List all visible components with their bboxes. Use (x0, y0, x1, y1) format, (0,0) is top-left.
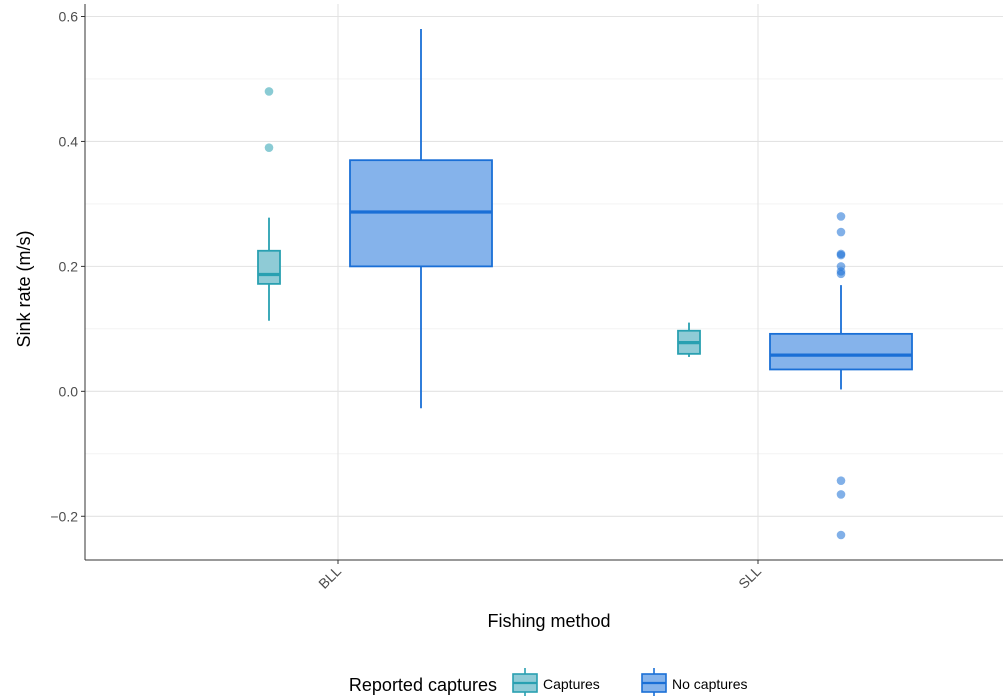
y-axis-title: Sink rate (m/s) (14, 230, 34, 347)
outlier-point (836, 490, 846, 499)
outlier-point (836, 530, 846, 540)
x-axis-title: Fishing method (487, 611, 610, 631)
box-no-captures-sll (769, 332, 913, 371)
legend-label-no-captures: No captures (672, 676, 747, 692)
legend-title: Reported captures (349, 675, 497, 695)
legend: Reported captures Captures No captures (349, 668, 747, 696)
y-tick-label: −0.2 (50, 508, 78, 524)
box-captures-bll (257, 249, 281, 285)
y-tick-label: 0.6 (59, 8, 79, 24)
outlier-point (836, 476, 846, 485)
y-tick-label: 0.2 (59, 258, 79, 274)
outlier-point (836, 227, 846, 237)
boxes-layer (257, 28, 913, 540)
y-tick-label: 0.0 (59, 383, 79, 399)
grid-lines (85, 4, 1003, 560)
y-tick-label: 0.4 (59, 133, 79, 149)
outlier-point (264, 87, 274, 96)
outlier-point (836, 212, 846, 221)
outlier-point (836, 249, 846, 259)
legend-label-captures: Captures (543, 676, 600, 692)
outlier-point (264, 143, 274, 152)
outlier-point (836, 262, 846, 271)
